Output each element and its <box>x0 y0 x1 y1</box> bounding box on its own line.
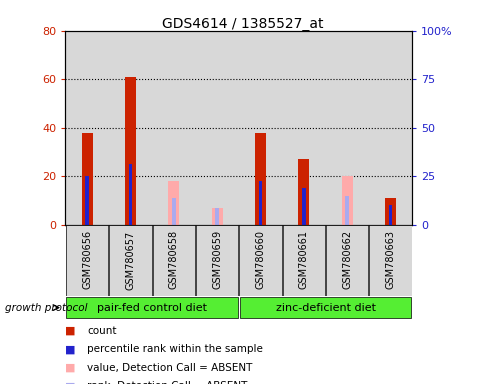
Bar <box>238 31 282 225</box>
Text: GSM780659: GSM780659 <box>212 230 222 290</box>
Bar <box>168 181 179 225</box>
Bar <box>388 205 392 225</box>
Bar <box>128 164 132 225</box>
Text: GSM780658: GSM780658 <box>168 230 179 290</box>
Bar <box>172 198 175 225</box>
Text: value, Detection Call = ABSENT: value, Detection Call = ABSENT <box>87 363 252 373</box>
Text: ■: ■ <box>65 344 76 354</box>
FancyBboxPatch shape <box>239 225 281 296</box>
Text: count: count <box>87 326 117 336</box>
Text: GDS4614 / 1385527_at: GDS4614 / 1385527_at <box>162 17 322 31</box>
Bar <box>255 132 265 225</box>
FancyBboxPatch shape <box>325 225 368 296</box>
Text: zinc-deficient diet: zinc-deficient diet <box>275 303 375 313</box>
Text: rank, Detection Call = ABSENT: rank, Detection Call = ABSENT <box>87 381 247 384</box>
Bar <box>345 195 348 225</box>
FancyBboxPatch shape <box>152 225 195 296</box>
FancyBboxPatch shape <box>282 225 324 296</box>
Text: percentile rank within the sample: percentile rank within the sample <box>87 344 263 354</box>
Bar <box>368 31 411 225</box>
Text: GSM780656: GSM780656 <box>82 230 92 290</box>
Bar <box>108 31 152 225</box>
FancyBboxPatch shape <box>196 225 238 296</box>
Bar <box>325 31 368 225</box>
Text: GSM780660: GSM780660 <box>255 230 265 289</box>
Bar <box>125 77 136 225</box>
Bar <box>215 208 218 225</box>
Bar <box>258 181 262 225</box>
FancyBboxPatch shape <box>66 297 238 318</box>
Bar <box>384 198 395 225</box>
Text: ■: ■ <box>65 326 76 336</box>
Bar <box>341 176 352 225</box>
FancyBboxPatch shape <box>66 225 108 296</box>
Bar <box>195 31 238 225</box>
Bar <box>298 159 309 225</box>
Text: ■: ■ <box>65 381 76 384</box>
Text: GSM780662: GSM780662 <box>342 230 351 290</box>
Text: GSM780657: GSM780657 <box>125 230 135 290</box>
Bar <box>302 188 305 225</box>
Text: pair-fed control diet: pair-fed control diet <box>97 303 207 313</box>
Bar <box>212 208 222 225</box>
Text: ■: ■ <box>65 363 76 373</box>
Bar <box>85 176 89 225</box>
FancyBboxPatch shape <box>239 297 410 318</box>
Bar <box>282 31 325 225</box>
Bar <box>82 132 92 225</box>
Text: growth protocol: growth protocol <box>5 303 87 313</box>
Bar <box>152 31 195 225</box>
FancyBboxPatch shape <box>369 225 411 296</box>
Bar <box>65 31 108 225</box>
FancyBboxPatch shape <box>109 225 151 296</box>
Text: GSM780663: GSM780663 <box>385 230 395 289</box>
Text: GSM780661: GSM780661 <box>298 230 308 289</box>
